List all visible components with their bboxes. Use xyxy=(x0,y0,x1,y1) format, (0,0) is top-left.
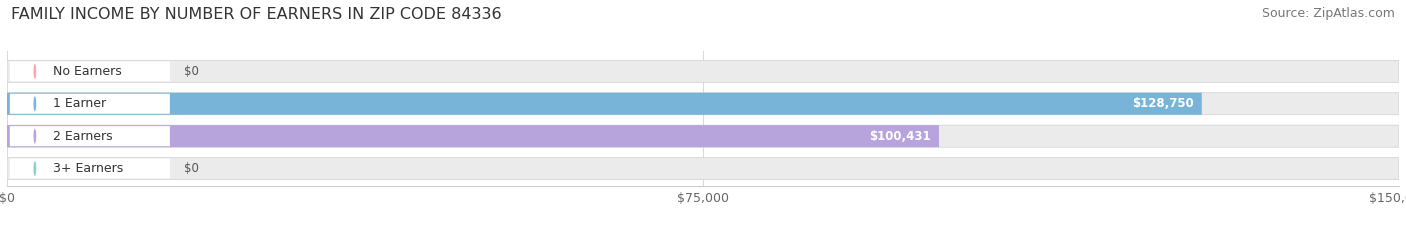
FancyBboxPatch shape xyxy=(7,125,1399,147)
Text: 3+ Earners: 3+ Earners xyxy=(53,162,124,175)
Ellipse shape xyxy=(34,64,37,79)
Text: Source: ZipAtlas.com: Source: ZipAtlas.com xyxy=(1261,7,1395,20)
FancyBboxPatch shape xyxy=(7,93,1399,115)
FancyBboxPatch shape xyxy=(10,126,170,146)
Text: $0: $0 xyxy=(184,162,198,175)
FancyBboxPatch shape xyxy=(10,158,170,179)
FancyBboxPatch shape xyxy=(7,125,939,147)
FancyBboxPatch shape xyxy=(7,60,1399,82)
FancyBboxPatch shape xyxy=(7,93,1202,115)
FancyBboxPatch shape xyxy=(7,158,1399,180)
Text: $0: $0 xyxy=(184,65,198,78)
Text: $100,431: $100,431 xyxy=(869,130,931,143)
FancyBboxPatch shape xyxy=(10,94,170,114)
Text: 2 Earners: 2 Earners xyxy=(53,130,112,143)
Text: No Earners: No Earners xyxy=(53,65,122,78)
Ellipse shape xyxy=(34,96,37,111)
Ellipse shape xyxy=(34,129,37,144)
FancyBboxPatch shape xyxy=(10,61,170,81)
Text: FAMILY INCOME BY NUMBER OF EARNERS IN ZIP CODE 84336: FAMILY INCOME BY NUMBER OF EARNERS IN ZI… xyxy=(11,7,502,22)
Text: 1 Earner: 1 Earner xyxy=(53,97,105,110)
Ellipse shape xyxy=(34,161,37,176)
Text: $128,750: $128,750 xyxy=(1132,97,1194,110)
